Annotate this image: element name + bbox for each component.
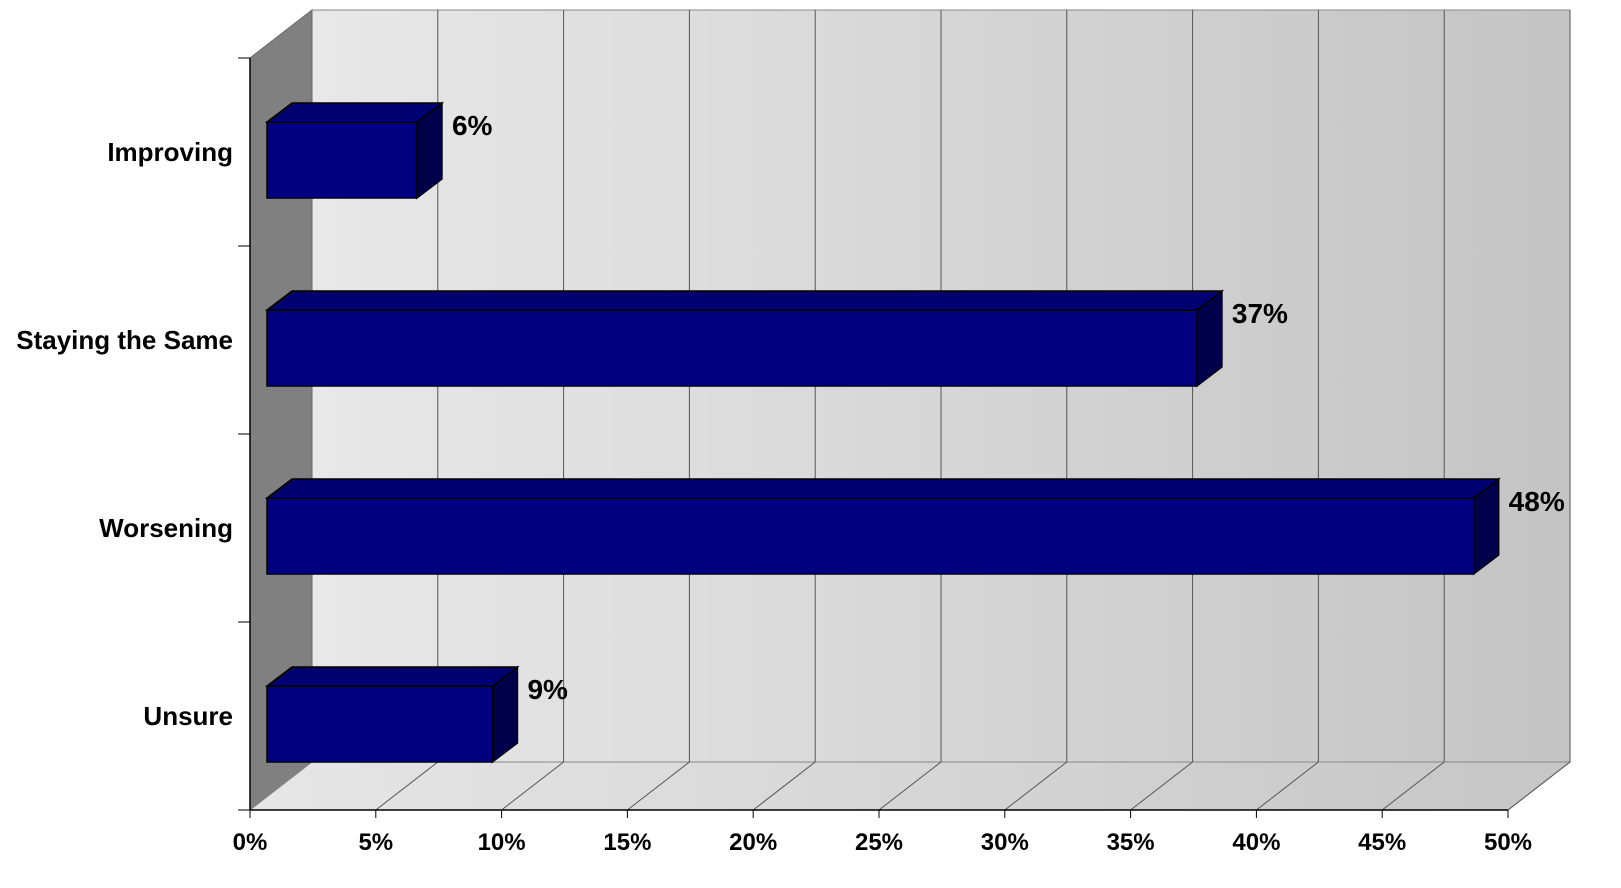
data-label: 37% [1232,298,1288,329]
x-tick-label: 40% [1232,829,1280,856]
x-tick-label: 45% [1358,829,1406,856]
data-label: 6% [452,110,493,141]
bar-top [264,102,445,123]
x-tick-label: 15% [603,829,651,856]
floor-gridline [1256,761,1319,811]
floor-gridline [1130,761,1193,811]
x-tick-label: 25% [855,829,903,856]
bars [264,101,1501,764]
x-tick-label: 5% [358,829,393,856]
category-label: Worsening [99,513,233,543]
bar [266,121,418,199]
category-label: Unsure [143,701,233,731]
x-tick-label: 50% [1484,829,1532,856]
data-label: 9% [527,674,568,705]
floor-gridline [1004,761,1068,811]
x-tick-label: 0% [233,829,268,856]
floor-gridline [501,761,564,811]
labels: 0% 5% 10% 15% 20% 25% 30% 35% 40% 45% 50% Improving… [16,110,1565,856]
floor-gridline [627,761,690,811]
x-tick-label: 20% [729,829,777,856]
category-label: Improving [107,137,233,167]
floor-gridline [752,761,816,811]
x-tick-label: 35% [1107,829,1155,856]
x-tick-label: 10% [478,829,526,856]
floor-gridline [1381,761,1445,811]
bar [266,309,1198,387]
data-label: 48% [1509,486,1565,517]
axes [238,57,1509,818]
floor-gridline [1507,761,1571,811]
bar [266,497,1475,575]
bar-top [264,666,520,687]
bar [266,685,494,763]
floor-gridline [878,761,942,811]
bar-top [264,478,1501,499]
x-tick-label: 30% [981,829,1029,856]
category-label: Staying the Same [16,325,233,355]
floor-gridline [375,761,439,811]
bar-top [264,290,1225,311]
